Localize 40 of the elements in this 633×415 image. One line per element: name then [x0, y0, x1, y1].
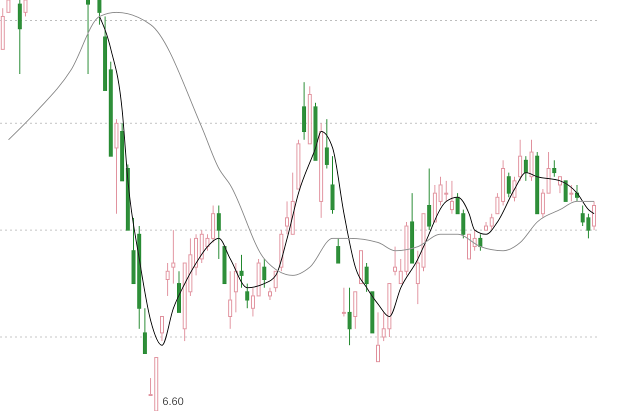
candlestick [506, 172, 511, 198]
candlestick [575, 184, 580, 202]
candlestick [86, 0, 90, 74]
candlestick [324, 118, 329, 170]
candlestick [171, 230, 176, 284]
candlestick [376, 312, 380, 362]
annotation: 6.60 [162, 396, 184, 408]
candlestick [342, 287, 346, 317]
candlestick [552, 160, 556, 178]
candlestick [450, 180, 454, 214]
candlestick [348, 287, 352, 346]
candlestick [142, 308, 147, 354]
candlestick [234, 262, 238, 313]
candlestick [393, 246, 398, 276]
candlestick [216, 205, 221, 260]
candlestick [558, 176, 562, 194]
candlestick [564, 180, 568, 202]
candlestick [461, 209, 466, 239]
candlestick [228, 270, 232, 330]
candlestick [592, 200, 596, 231]
candlestick [166, 262, 170, 296]
candlestick [160, 316, 164, 342]
candlestick [456, 192, 460, 214]
candlestick [336, 238, 340, 264]
candlestick [580, 205, 585, 227]
candlestick [240, 254, 244, 288]
candlestick [586, 213, 590, 239]
candlestick [524, 156, 528, 182]
candlestick [97, 0, 102, 26]
candlestick [518, 139, 522, 182]
candlestick [427, 168, 432, 231]
candlestick [569, 184, 574, 202]
candlestick [512, 176, 516, 202]
candlestick [364, 262, 369, 292]
candlestick [382, 312, 386, 342]
candlestick [262, 258, 266, 288]
candlestick [245, 283, 250, 309]
candlestick [268, 287, 272, 301]
candlestick [148, 378, 153, 396]
candlestick [478, 234, 482, 252]
